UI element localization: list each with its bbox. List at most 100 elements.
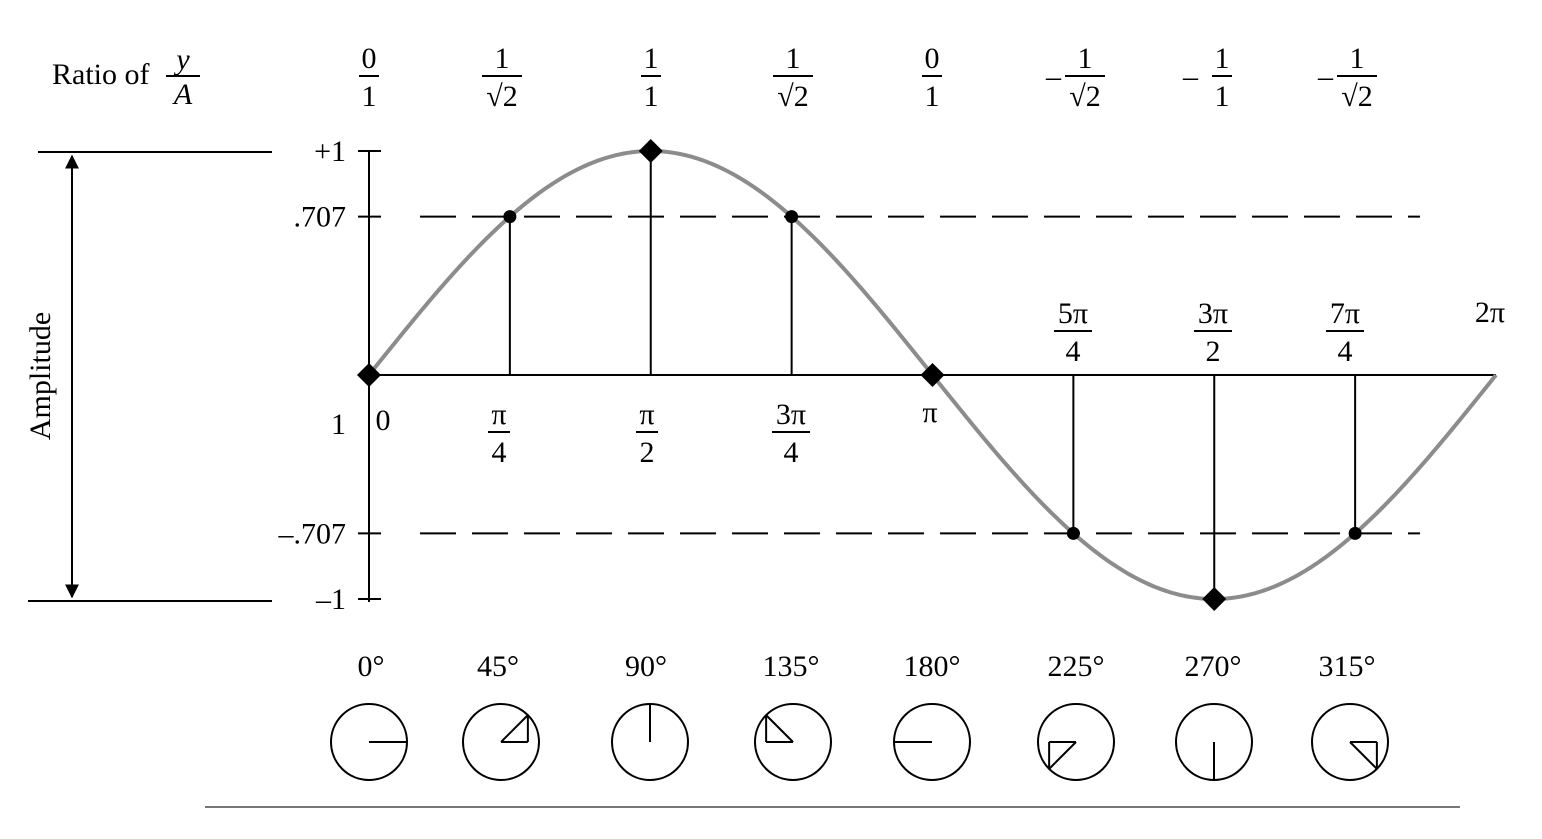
radian-text: 2π [1475, 296, 1505, 329]
phasor-circle [1311, 703, 1389, 781]
radian-label: π2 [636, 398, 658, 469]
phasor-radius [1349, 741, 1378, 770]
ratio-fraction: –1 √2 [1045, 42, 1105, 113]
radian-numerator: 3π [776, 398, 806, 431]
radian-numerator: 3π [1198, 297, 1228, 330]
ratio-fraction: 11 [641, 42, 661, 113]
diamond-marker [920, 363, 945, 387]
drop-lines [508, 151, 1357, 599]
dot-marker [1348, 526, 1362, 540]
data-markers [357, 139, 1362, 611]
ratio-denominator: √2 [486, 80, 517, 113]
radian-label: 3π4 [772, 398, 810, 469]
radian-label: 5π4 [1054, 297, 1092, 368]
radian-denominator: 2 [640, 436, 655, 469]
dot-marker [503, 210, 517, 224]
y-tick-label: .707 [294, 201, 347, 234]
ratio-denominator: A [172, 78, 193, 111]
degree-label: 180° [904, 650, 961, 683]
ratio-numerator: 0 [362, 42, 377, 75]
ratio-fraction: –1 1 [1182, 42, 1232, 113]
diamond-marker [1202, 587, 1227, 611]
phasor-315 [1311, 703, 1389, 781]
ratio-fraction: 01 [359, 42, 379, 113]
dashed-reference-lines [420, 215, 1420, 535]
phasor-circle [462, 703, 540, 781]
degree-label: 45° [477, 650, 519, 683]
radian-numerator: 5π [1058, 297, 1088, 330]
ratio-numerator: 0 [925, 42, 940, 75]
degree-label: 270° [1185, 650, 1242, 683]
dot-marker [1066, 526, 1080, 540]
amplitude-span: Amplitude [24, 151, 272, 602]
ratio-denominator: 1 [1215, 80, 1230, 113]
phasor-135 [754, 703, 832, 781]
ratio-numerator: 1 [786, 42, 801, 75]
phasor-225 [1037, 703, 1115, 781]
radian-denominator: 4 [492, 436, 507, 469]
phasor-circle [1037, 703, 1115, 781]
phasor-radius [1048, 741, 1077, 770]
ratio-numerator: 1 [1215, 42, 1230, 75]
ratio-of-label: Ratio of y A [52, 43, 200, 111]
y-tick-label: –1 [315, 583, 346, 616]
degree-label: 0° [358, 650, 385, 683]
y-tick-label: –.707 [278, 517, 347, 550]
ratio-sign: – [1045, 60, 1062, 93]
dot-marker [785, 210, 799, 224]
radian-denominator: 2 [1206, 335, 1221, 368]
degree-label: 225° [1048, 650, 1105, 683]
degree-label: 90° [625, 650, 667, 683]
phasor-180 [893, 703, 971, 781]
phasor-radius [765, 714, 794, 743]
ratio-sign: – [1182, 60, 1199, 93]
ratio-denominator: √2 [777, 80, 808, 113]
phasor-0 [330, 703, 408, 781]
radian-label: 3π2 [1194, 297, 1232, 368]
ratio-numerator: 1 [644, 42, 659, 75]
ratio-denominator: 1 [644, 80, 659, 113]
amplitude-label: Amplitude [24, 312, 57, 440]
radian-label: π4 [488, 398, 510, 469]
radian-denominator: 4 [784, 436, 799, 469]
phasor-circles [330, 703, 1389, 781]
radian-text: 0 [376, 404, 391, 437]
y-tick-label: 1 [331, 408, 346, 441]
ratio-numerator: y [173, 43, 190, 76]
ratio-denominator: 1 [362, 80, 377, 113]
ratio-fraction: 1√2 [773, 42, 813, 113]
degree-labels: 0° 45° 90° 135° 180° 225° 270° 315° [358, 650, 1376, 683]
radian-label: 7π4 [1326, 297, 1364, 368]
radian-label: 2π [1475, 296, 1505, 329]
ratio-prefix: Ratio of [52, 58, 150, 91]
phasor-radius [500, 714, 529, 743]
ratio-fraction: –1 √2 [1317, 42, 1377, 113]
ratio-numerator: 1 [495, 42, 510, 75]
phasor-270 [1175, 703, 1253, 781]
radian-denominator: 4 [1338, 335, 1353, 368]
radian-denominator: 4 [1066, 335, 1081, 368]
phasor-circle [754, 703, 832, 781]
radian-label: 0 [376, 404, 391, 437]
radian-label: π [922, 396, 937, 429]
ratio-sign: – [1317, 60, 1334, 93]
ratio-fraction: 1√2 [482, 42, 522, 113]
ratio-denominator: √2 [1069, 80, 1100, 113]
radian-numerator: π [491, 398, 506, 431]
degree-label: 135° [763, 650, 820, 683]
ratio-denominator: √2 [1341, 80, 1372, 113]
phasor-90 [611, 703, 689, 781]
phasor-45 [462, 703, 540, 781]
radian-numerator: 7π [1330, 297, 1360, 330]
ratio-denominator: 1 [925, 80, 940, 113]
degree-label: 315° [1319, 650, 1376, 683]
ratio-numerator: 1 [1078, 42, 1093, 75]
ratio-numerator: 1 [1350, 42, 1365, 75]
ratio-fraction: 01 [922, 42, 942, 113]
y-axis-ticks: +1 .707 1 –.707 –1 [278, 135, 381, 616]
radian-text: π [922, 396, 937, 429]
